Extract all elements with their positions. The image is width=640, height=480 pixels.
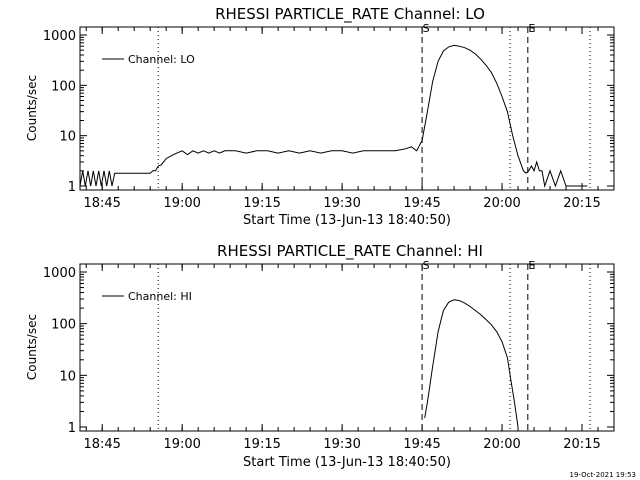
y-tick-label-hi: 100 [51, 318, 76, 333]
y-tick-label-lo: 100 [51, 79, 76, 94]
x-tick-label-lo: 19:00 [163, 196, 200, 211]
x-tick-label-hi: 19:15 [243, 437, 280, 452]
chart-panel-hi: RHESSI PARTICLE_RATE Channel: HI Counts/… [25, 242, 615, 470]
y-tick-label-lo: 1 [68, 180, 76, 195]
y-tick-label-hi: 1000 [43, 266, 76, 281]
x-tick-label-hi: 18:45 [83, 437, 120, 452]
y-tick-label-hi: 10 [59, 369, 76, 384]
x-tick-label-hi: 19:00 [163, 437, 200, 452]
chart-panel-lo: RHESSI PARTICLE_RATE Channel: LO Counts/… [25, 5, 615, 228]
x-tick-label-hi: 20:00 [483, 437, 520, 452]
x-tick-label-lo: 20:15 [563, 196, 600, 211]
legend-label-hi: Channel: HI [128, 290, 192, 303]
x-axis-label-lo: Start Time (13-Jun-13 18:40:50) [243, 213, 451, 228]
legend-label-lo: Channel: LO [128, 53, 195, 66]
x-tick-label-lo: 19:15 [243, 196, 280, 211]
chart-title-hi: RHESSI PARTICLE_RATE Channel: HI [217, 242, 483, 261]
chart-title-lo: RHESSI PARTICLE_RATE Channel: LO [215, 5, 485, 24]
x-tick-label-lo: 20:00 [483, 196, 520, 211]
x-tick-label-lo: 19:30 [323, 196, 360, 211]
event-marker-label-hi: E [528, 259, 535, 272]
plot-frame-hi [79, 263, 615, 432]
x-tick-label-hi: 19:45 [403, 437, 440, 452]
x-tick-label-hi: 19:30 [323, 437, 360, 452]
series-line-hi [424, 299, 519, 428]
plot-frame-lo [79, 26, 615, 191]
series-line-lo [79, 44, 588, 188]
y-tick-label-hi: 1 [68, 421, 76, 436]
x-tick-label-hi: 20:15 [563, 437, 600, 452]
x-tick-label-lo: 18:45 [83, 196, 120, 211]
x-tick-label-lo: 19:45 [403, 196, 440, 211]
y-axis-label-hi: Counts/sec [25, 314, 39, 380]
y-tick-label-lo: 10 [59, 130, 76, 145]
footer-timestamp: 19-Oct-2021 19:53 [570, 471, 636, 479]
event-marker-label-lo: S [423, 22, 430, 35]
y-tick-label-lo: 1000 [43, 29, 76, 44]
event-marker-label-hi: S [423, 259, 430, 272]
x-axis-label-hi: Start Time (13-Jun-13 18:40:50) [243, 455, 451, 470]
event-marker-label-lo: E [528, 22, 535, 35]
y-axis-label-lo: Counts/sec [25, 75, 39, 141]
